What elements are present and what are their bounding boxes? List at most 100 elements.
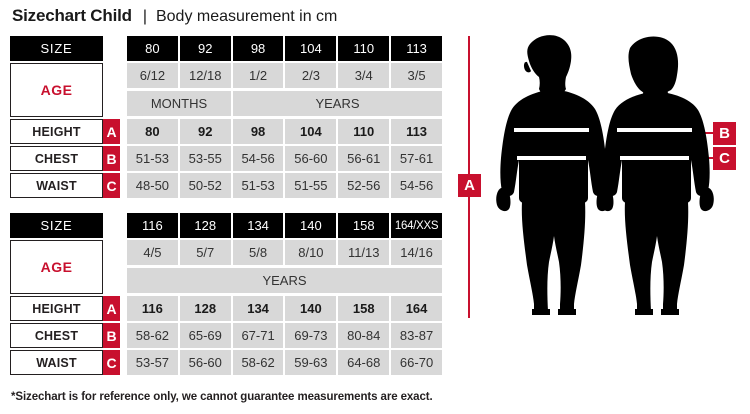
age-value-cell: 1/2	[232, 63, 284, 88]
measurement-cell: 51-53	[127, 146, 178, 171]
age-value-cell: 8/10	[285, 240, 337, 265]
size-cell: 158	[338, 213, 390, 238]
measurement-label: HEIGHT	[10, 119, 103, 144]
measurement-label: WAIST	[10, 173, 103, 198]
title-separator: |	[142, 8, 147, 25]
age-label: AGE	[10, 240, 103, 294]
measurement-cell: 116	[127, 296, 178, 321]
measurement-label: WAIST	[10, 350, 103, 375]
measurement-cell: 67-71	[232, 323, 284, 348]
age-value-cell: 12/18	[179, 63, 231, 88]
child-boy-silhouette	[496, 35, 611, 315]
column-gutter	[120, 119, 127, 144]
measurement-values: 48-50 50-52 51-53 51-55 52-56 54-56	[127, 173, 442, 198]
size-cell: 92	[179, 36, 231, 61]
badge-c: C	[103, 173, 120, 198]
column-gutter	[120, 213, 127, 238]
size-cell: 140	[285, 213, 337, 238]
measurement-cell: 56-61	[338, 146, 390, 171]
measurement-cell: 80-84	[338, 323, 390, 348]
age-block-row: AGE 6/12 12/18 1/2 2/3 3/4 3/5 MONTHS YEARS	[10, 63, 442, 117]
measurement-label: CHEST	[10, 146, 103, 171]
size-cell: 113	[391, 36, 442, 61]
badge-spacer	[103, 213, 120, 238]
measurement-row: HEIGHT A 80 92 98 104 110 113	[10, 119, 442, 144]
measurement-cell: 83-87	[391, 323, 442, 348]
child-silhouettes	[496, 35, 714, 315]
age-label: AGE	[10, 63, 103, 117]
size-header-row: SIZE 80 92 98 104 110 113	[10, 36, 442, 61]
measurement-row: CHEST B 58-62 65-69 67-71 69-73 80-84 83-87	[10, 323, 442, 348]
age-unit-cell: YEARS	[127, 268, 442, 293]
measurement-cell: 140	[285, 296, 337, 321]
age-unit-cell: MONTHS	[127, 91, 231, 116]
measurement-values: 116 128 134 140 158 164	[127, 296, 442, 321]
age-units-row: MONTHS YEARS	[127, 91, 442, 117]
title-main: Sizechart Child	[12, 6, 132, 25]
size-values: 80 92 98 104 110 113	[127, 36, 442, 61]
measurement-row: HEIGHT A 116 128 134 140 158 164	[10, 296, 442, 321]
badge-spacer	[103, 240, 120, 294]
size-cell: 104	[285, 36, 337, 61]
size-label: SIZE	[10, 36, 103, 61]
measurement-cell: 54-56	[232, 146, 284, 171]
size-cell: 134	[232, 213, 284, 238]
measurement-row: WAIST C 53-57 56-60 58-62 59-63 64-68 66-70	[10, 350, 442, 375]
measurement-cell: 59-63	[285, 350, 337, 375]
page-title: Sizechart Child | Body measurement in cm	[12, 6, 337, 26]
badge-spacer	[103, 36, 120, 61]
age-value-cell: 11/13	[338, 240, 390, 265]
measurement-values: 58-62 65-69 67-71 69-73 80-84 83-87	[127, 323, 442, 348]
measurement-cell: 158	[338, 296, 390, 321]
child-girl-silhouette	[599, 36, 714, 315]
age-value-cell: 6/12	[127, 63, 178, 88]
measurement-cell: 53-55	[179, 146, 231, 171]
measurement-cell: 113	[391, 119, 442, 144]
size-header-row: SIZE 116 128 134 140 158 164/XXS	[10, 213, 442, 238]
column-gutter	[120, 323, 127, 348]
measurement-cell: 58-62	[232, 350, 284, 375]
badge-c-waist: C	[713, 147, 736, 170]
measurement-cell: 56-60	[179, 350, 231, 375]
age-unit-cell: YEARS	[232, 91, 442, 116]
measurement-cell: 56-60	[285, 146, 337, 171]
age-value-cell: 2/3	[285, 63, 337, 88]
measurement-cell: 57-61	[391, 146, 442, 171]
badge-b: B	[103, 146, 120, 171]
measurement-values: 51-53 53-55 54-56 56-60 56-61 57-61	[127, 146, 442, 171]
measurement-cell: 104	[285, 119, 337, 144]
measurement-cell: 53-57	[127, 350, 178, 375]
column-gutter	[120, 146, 127, 171]
measurement-label: HEIGHT	[10, 296, 103, 321]
measurement-cell: 64-68	[338, 350, 390, 375]
measurement-cell: 50-52	[179, 173, 231, 198]
column-gutter	[120, 36, 127, 61]
column-gutter	[120, 173, 127, 198]
measurement-cell: 98	[232, 119, 284, 144]
age-value-cell: 14/16	[391, 240, 442, 265]
size-cell: 80	[127, 36, 178, 61]
column-gutter	[120, 240, 127, 294]
age-value-cell: 3/4	[338, 63, 390, 88]
column-gutter	[120, 350, 127, 375]
measurement-cell: 58-62	[127, 323, 178, 348]
column-gutter	[120, 63, 127, 117]
age-block-row: AGE 4/5 5/7 5/8 8/10 11/13 14/16 YEARS	[10, 240, 442, 294]
title-subtitle: Body measurement in cm	[155, 8, 338, 25]
size-values: 116 128 134 140 158 164/XXS	[127, 213, 442, 238]
size-cell: 128	[179, 213, 231, 238]
measurement-cell: 66-70	[391, 350, 442, 375]
age-units-row: YEARS	[127, 268, 442, 294]
measurement-cell: 110	[338, 119, 390, 144]
badge-a: A	[103, 119, 120, 144]
sizechart-table-large: SIZE 116 128 134 140 158 164/XXS AGE 4/5 5/7 5/8 8/…	[10, 213, 442, 377]
measurement-cell: 92	[179, 119, 231, 144]
size-label: SIZE	[10, 213, 103, 238]
badge-spacer	[103, 63, 120, 117]
measurement-cell: 134	[232, 296, 284, 321]
measurement-row: WAIST C 48-50 50-52 51-53 51-55 52-56 54-56	[10, 173, 442, 198]
measurement-label: CHEST	[10, 323, 103, 348]
measurement-cell: 52-56	[338, 173, 390, 198]
age-value-cell: 5/7	[179, 240, 231, 265]
measurement-cell: 164	[391, 296, 442, 321]
